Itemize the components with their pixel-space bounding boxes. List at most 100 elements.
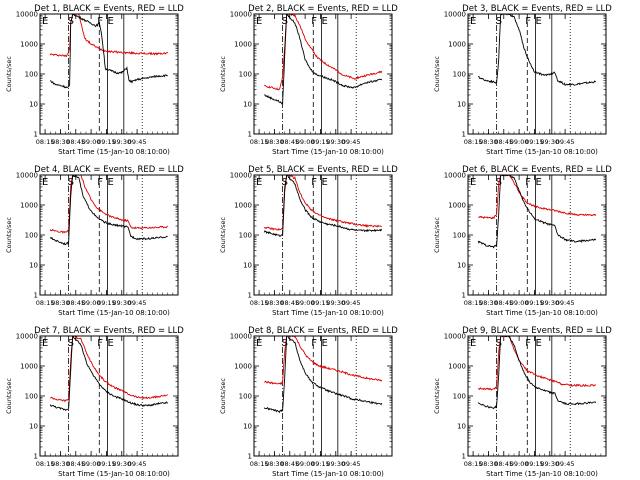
y-axis-label: Counts/sec — [5, 217, 13, 253]
series-events-line — [49, 175, 168, 246]
x-tick-label: 09:45 — [128, 138, 147, 146]
chart-title: Det 4, BLACK = Events, RED = LLD — [34, 165, 184, 175]
x-axis-label: Start Time (15-Jan-10 08:10:00) — [272, 148, 384, 156]
y-axis-label: Counts/sec — [219, 56, 227, 92]
x-tick-label: 08:15 — [464, 138, 483, 146]
y-tick-label: 10000 — [16, 333, 38, 341]
series-lld-line — [264, 14, 383, 91]
chart-panel-9: Det 9, BLACK = Events, RED = LLD Counts/s… — [433, 326, 612, 478]
chart-panel-6: Det 6, BLACK = Events, RED = LLD Counts/s… — [433, 165, 612, 317]
x-tick-label: 08:45 — [280, 138, 299, 146]
y-tick-label: 1000 — [448, 41, 466, 49]
x-tick-label: 08:45 — [66, 138, 85, 146]
series-lld-line — [477, 175, 597, 220]
y-axis-label: Counts/sec — [5, 56, 13, 92]
x-tick-label: 09:30 — [112, 138, 131, 146]
x-tick-label: 08:45 — [494, 138, 513, 146]
x-tick-label: 09:15 — [311, 460, 330, 468]
plot-frame — [467, 174, 607, 296]
x-tick-label: 09:30 — [540, 460, 559, 468]
x-axis-label: Start Time (15-Jan-10 08:10:00) — [486, 309, 598, 317]
event-marker-label: S — [496, 16, 502, 27]
event-marker-label: E — [256, 16, 262, 27]
y-tick-label: 100 — [453, 393, 466, 401]
x-axis-label: Start Time (15-Jan-10 08:10:00) — [58, 148, 170, 156]
x-tick-label: 09:30 — [326, 460, 345, 468]
x-axis-label: Start Time (15-Jan-10 08:10:00) — [58, 470, 170, 478]
event-marker-label: F — [525, 177, 531, 188]
x-tick-label: 09:30 — [326, 138, 345, 146]
chart-title: Det 2, BLACK = Events, RED = LLD — [248, 4, 398, 14]
x-tick-label: 09:45 — [128, 460, 147, 468]
x-axis-label: Start Time (15-Jan-10 08:10:00) — [486, 148, 598, 156]
y-tick-label: 10000 — [16, 11, 38, 19]
chart-panel-2: Det 2, BLACK = Events, RED = LLD Counts/s… — [219, 4, 398, 156]
y-tick-label: 1000 — [234, 202, 252, 210]
x-tick-label: 08:30 — [265, 299, 284, 307]
event-marker-label: E — [535, 338, 541, 349]
x-tick-label: 09:15 — [97, 460, 116, 468]
chart-panel-7: Det 7, BLACK = Events, RED = LLD Counts/s… — [5, 326, 184, 478]
x-tick-label: 09:00 — [82, 299, 101, 307]
x-tick-label: 09:15 — [97, 138, 116, 146]
event-marker-label: E — [107, 338, 113, 349]
chart-panel-1: Det 1, BLACK = Events, RED = LLD Counts/s… — [5, 4, 184, 156]
chart-panel-4: Det 4, BLACK = Events, RED = LLD Counts/s… — [5, 165, 184, 317]
series-lld-line — [477, 336, 597, 391]
y-tick-label: 1 — [248, 453, 252, 461]
event-marker-label: E — [321, 338, 327, 349]
event-marker-label: E — [470, 16, 476, 27]
plot-frame — [467, 13, 607, 135]
y-tick-label: 10000 — [444, 172, 466, 180]
x-tick-label: 08:45 — [280, 460, 299, 468]
event-marker-label: F — [97, 16, 103, 27]
event-marker-label: F — [525, 338, 531, 349]
plot-frame — [39, 174, 179, 296]
y-tick-label: 10 — [457, 101, 466, 109]
y-tick-label: 100 — [239, 232, 252, 240]
y-tick-label: 10 — [29, 262, 38, 270]
x-tick-label: 09:00 — [510, 299, 529, 307]
x-tick-label: 08:15 — [250, 460, 269, 468]
series-events-line — [264, 14, 383, 105]
y-tick-label: 100 — [239, 71, 252, 79]
event-marker-label: S — [68, 338, 74, 349]
event-marker-label: E — [107, 16, 113, 27]
chart-title: Det 9, BLACK = Events, RED = LLD — [462, 326, 612, 336]
x-axis-label: Start Time (15-Jan-10 08:10:00) — [486, 470, 598, 478]
x-tick-label: 09:45 — [342, 138, 361, 146]
y-tick-label: 10000 — [230, 11, 252, 19]
y-tick-label: 10 — [29, 423, 38, 431]
event-marker-label: E — [256, 177, 262, 188]
x-tick-label: 08:30 — [479, 299, 498, 307]
x-tick-label: 08:45 — [66, 460, 85, 468]
y-tick-label: 1 — [462, 453, 466, 461]
y-tick-label: 100 — [453, 232, 466, 240]
event-marker-label: E — [470, 338, 476, 349]
event-marker-label: E — [107, 177, 113, 188]
y-tick-label: 1 — [462, 131, 466, 139]
event-marker-label: E — [42, 16, 48, 27]
y-tick-label: 10 — [29, 101, 38, 109]
y-axis-label: Counts/sec — [5, 378, 13, 414]
y-tick-label: 1000 — [20, 41, 38, 49]
y-tick-label: 1000 — [448, 363, 466, 371]
x-tick-label: 09:15 — [311, 299, 330, 307]
plot-frame — [39, 13, 179, 135]
x-tick-label: 09:15 — [525, 138, 544, 146]
x-tick-label: 08:30 — [51, 299, 70, 307]
x-tick-label: 08:15 — [36, 460, 55, 468]
y-tick-label: 1 — [248, 131, 252, 139]
series-events-line — [263, 336, 383, 414]
x-tick-label: 09:00 — [296, 299, 315, 307]
event-marker-label: S — [68, 177, 74, 188]
x-tick-label: 08:45 — [280, 299, 299, 307]
event-marker-label: E — [256, 338, 262, 349]
event-marker-label: F — [311, 16, 317, 27]
y-tick-label: 100 — [25, 71, 38, 79]
y-tick-label: 100 — [239, 393, 252, 401]
y-tick-label: 1 — [34, 453, 38, 461]
chart-panel-8: Det 8, BLACK = Events, RED = LLD Counts/s… — [219, 326, 398, 478]
x-tick-label: 08:30 — [51, 460, 70, 468]
x-tick-label: 08:30 — [479, 460, 498, 468]
